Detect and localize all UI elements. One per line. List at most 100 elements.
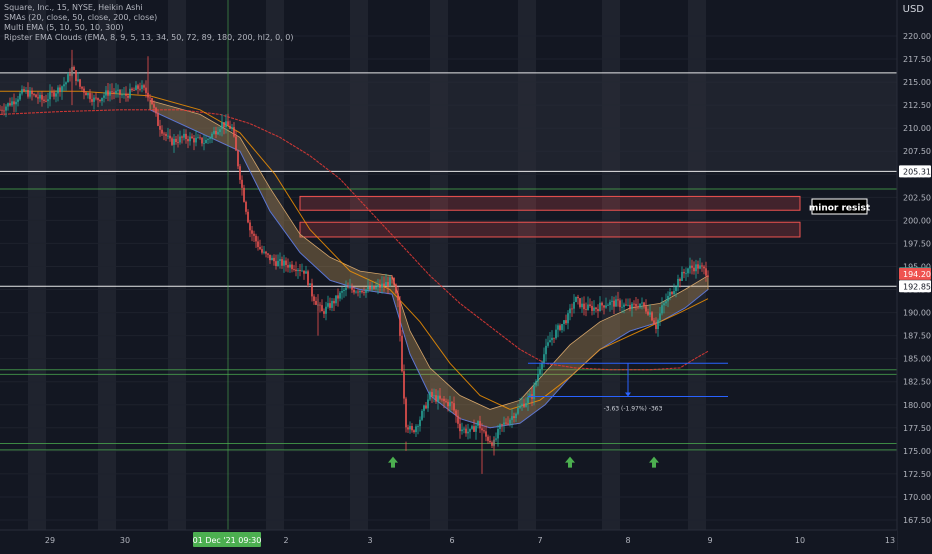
candle	[557, 325, 559, 330]
candle	[109, 91, 111, 96]
indicator-sma[interactable]: SMAs (20, close, 50, close, 200, close)	[4, 13, 158, 22]
x-tick-label: 6	[449, 536, 454, 545]
candle	[505, 422, 507, 424]
candle	[339, 292, 341, 299]
candle	[89, 93, 91, 100]
candle	[529, 394, 531, 398]
price-badge	[899, 280, 931, 293]
candle	[365, 289, 367, 293]
candle	[465, 428, 467, 434]
candle	[547, 342, 549, 346]
candle	[637, 306, 639, 308]
candle	[239, 166, 241, 180]
candle	[613, 300, 615, 307]
candle	[571, 308, 573, 310]
candle	[51, 91, 53, 93]
candle	[703, 266, 705, 269]
candle	[265, 251, 267, 254]
candle	[497, 428, 499, 439]
candle	[361, 290, 363, 293]
candle	[585, 309, 587, 311]
candle	[487, 436, 489, 441]
candle	[379, 284, 381, 288]
candle	[695, 264, 697, 272]
zone-label[interactable]: minor resist	[809, 204, 871, 214]
candle	[63, 84, 65, 87]
candle	[617, 299, 619, 301]
y-tick-label: 212.50	[903, 101, 931, 110]
candle	[647, 311, 649, 315]
x-tick-label: 2	[283, 536, 288, 545]
candle	[433, 395, 435, 397]
candle	[139, 88, 141, 90]
zone-label-box[interactable]	[811, 198, 868, 215]
candle	[565, 320, 567, 324]
candle	[303, 270, 305, 274]
candle	[443, 398, 445, 402]
resistance-zone[interactable]	[299, 195, 801, 211]
candle	[671, 291, 673, 295]
crosshair-time-badge	[193, 532, 261, 547]
candle	[211, 133, 213, 139]
candle	[333, 300, 335, 304]
y-tick-label: 180.00	[903, 401, 931, 410]
candle	[101, 97, 103, 101]
indicator-multi-ema[interactable]: Multi EMA (5, 10, 50, 10, 300)	[4, 23, 124, 32]
candle	[539, 369, 541, 375]
x-tick-label: 30	[120, 536, 130, 545]
indicator-ripster-clouds[interactable]: Ripster EMA Clouds (EMA, 8, 9, 5, 13, 34…	[4, 33, 294, 42]
candle	[383, 283, 385, 286]
candle	[251, 230, 253, 234]
candle	[431, 392, 433, 397]
candle	[243, 187, 245, 202]
candle	[583, 303, 585, 310]
candle	[11, 101, 13, 106]
candle	[3, 110, 5, 112]
candle	[667, 295, 669, 302]
candle	[449, 402, 451, 407]
candle	[411, 426, 413, 431]
candle	[181, 136, 183, 138]
candle	[329, 303, 331, 308]
candle	[525, 403, 527, 407]
x-tick-label: 13	[885, 536, 895, 545]
candle	[79, 79, 81, 87]
currency-label[interactable]: USD	[902, 4, 924, 15]
candle	[643, 302, 645, 307]
candle	[527, 397, 529, 404]
resistance-zone[interactable]	[299, 221, 801, 238]
candle	[169, 135, 171, 139]
candle	[523, 403, 525, 407]
x-tick-label: 7	[537, 536, 542, 545]
candle	[7, 103, 9, 107]
candle	[17, 99, 19, 102]
candle	[31, 90, 33, 95]
candle	[267, 253, 269, 255]
candle	[579, 298, 581, 308]
candle	[327, 303, 329, 307]
candle	[589, 304, 591, 306]
x-tick-label: 3	[367, 536, 372, 545]
candle	[457, 415, 459, 424]
candle	[253, 233, 255, 236]
y-tick-label: 197.50	[903, 239, 931, 248]
candle	[495, 438, 497, 440]
candle	[545, 345, 547, 355]
candle	[175, 138, 177, 143]
candle	[223, 122, 225, 128]
candle	[27, 89, 29, 97]
x-tick-label: 9	[707, 536, 712, 545]
candle	[277, 260, 279, 267]
candle	[141, 85, 143, 89]
y-tick-label: 200.00	[903, 216, 931, 225]
candle	[165, 134, 167, 136]
price-badge-label: 192.85	[903, 282, 931, 291]
y-tick-label: 185.00	[903, 355, 931, 364]
candle	[705, 268, 707, 276]
y-tick-label: 217.50	[903, 55, 931, 64]
candle	[461, 429, 463, 432]
symbol-line[interactable]: Square, Inc., 15, NYSE, Heikin Ashi	[4, 3, 143, 12]
candle	[193, 138, 195, 143]
